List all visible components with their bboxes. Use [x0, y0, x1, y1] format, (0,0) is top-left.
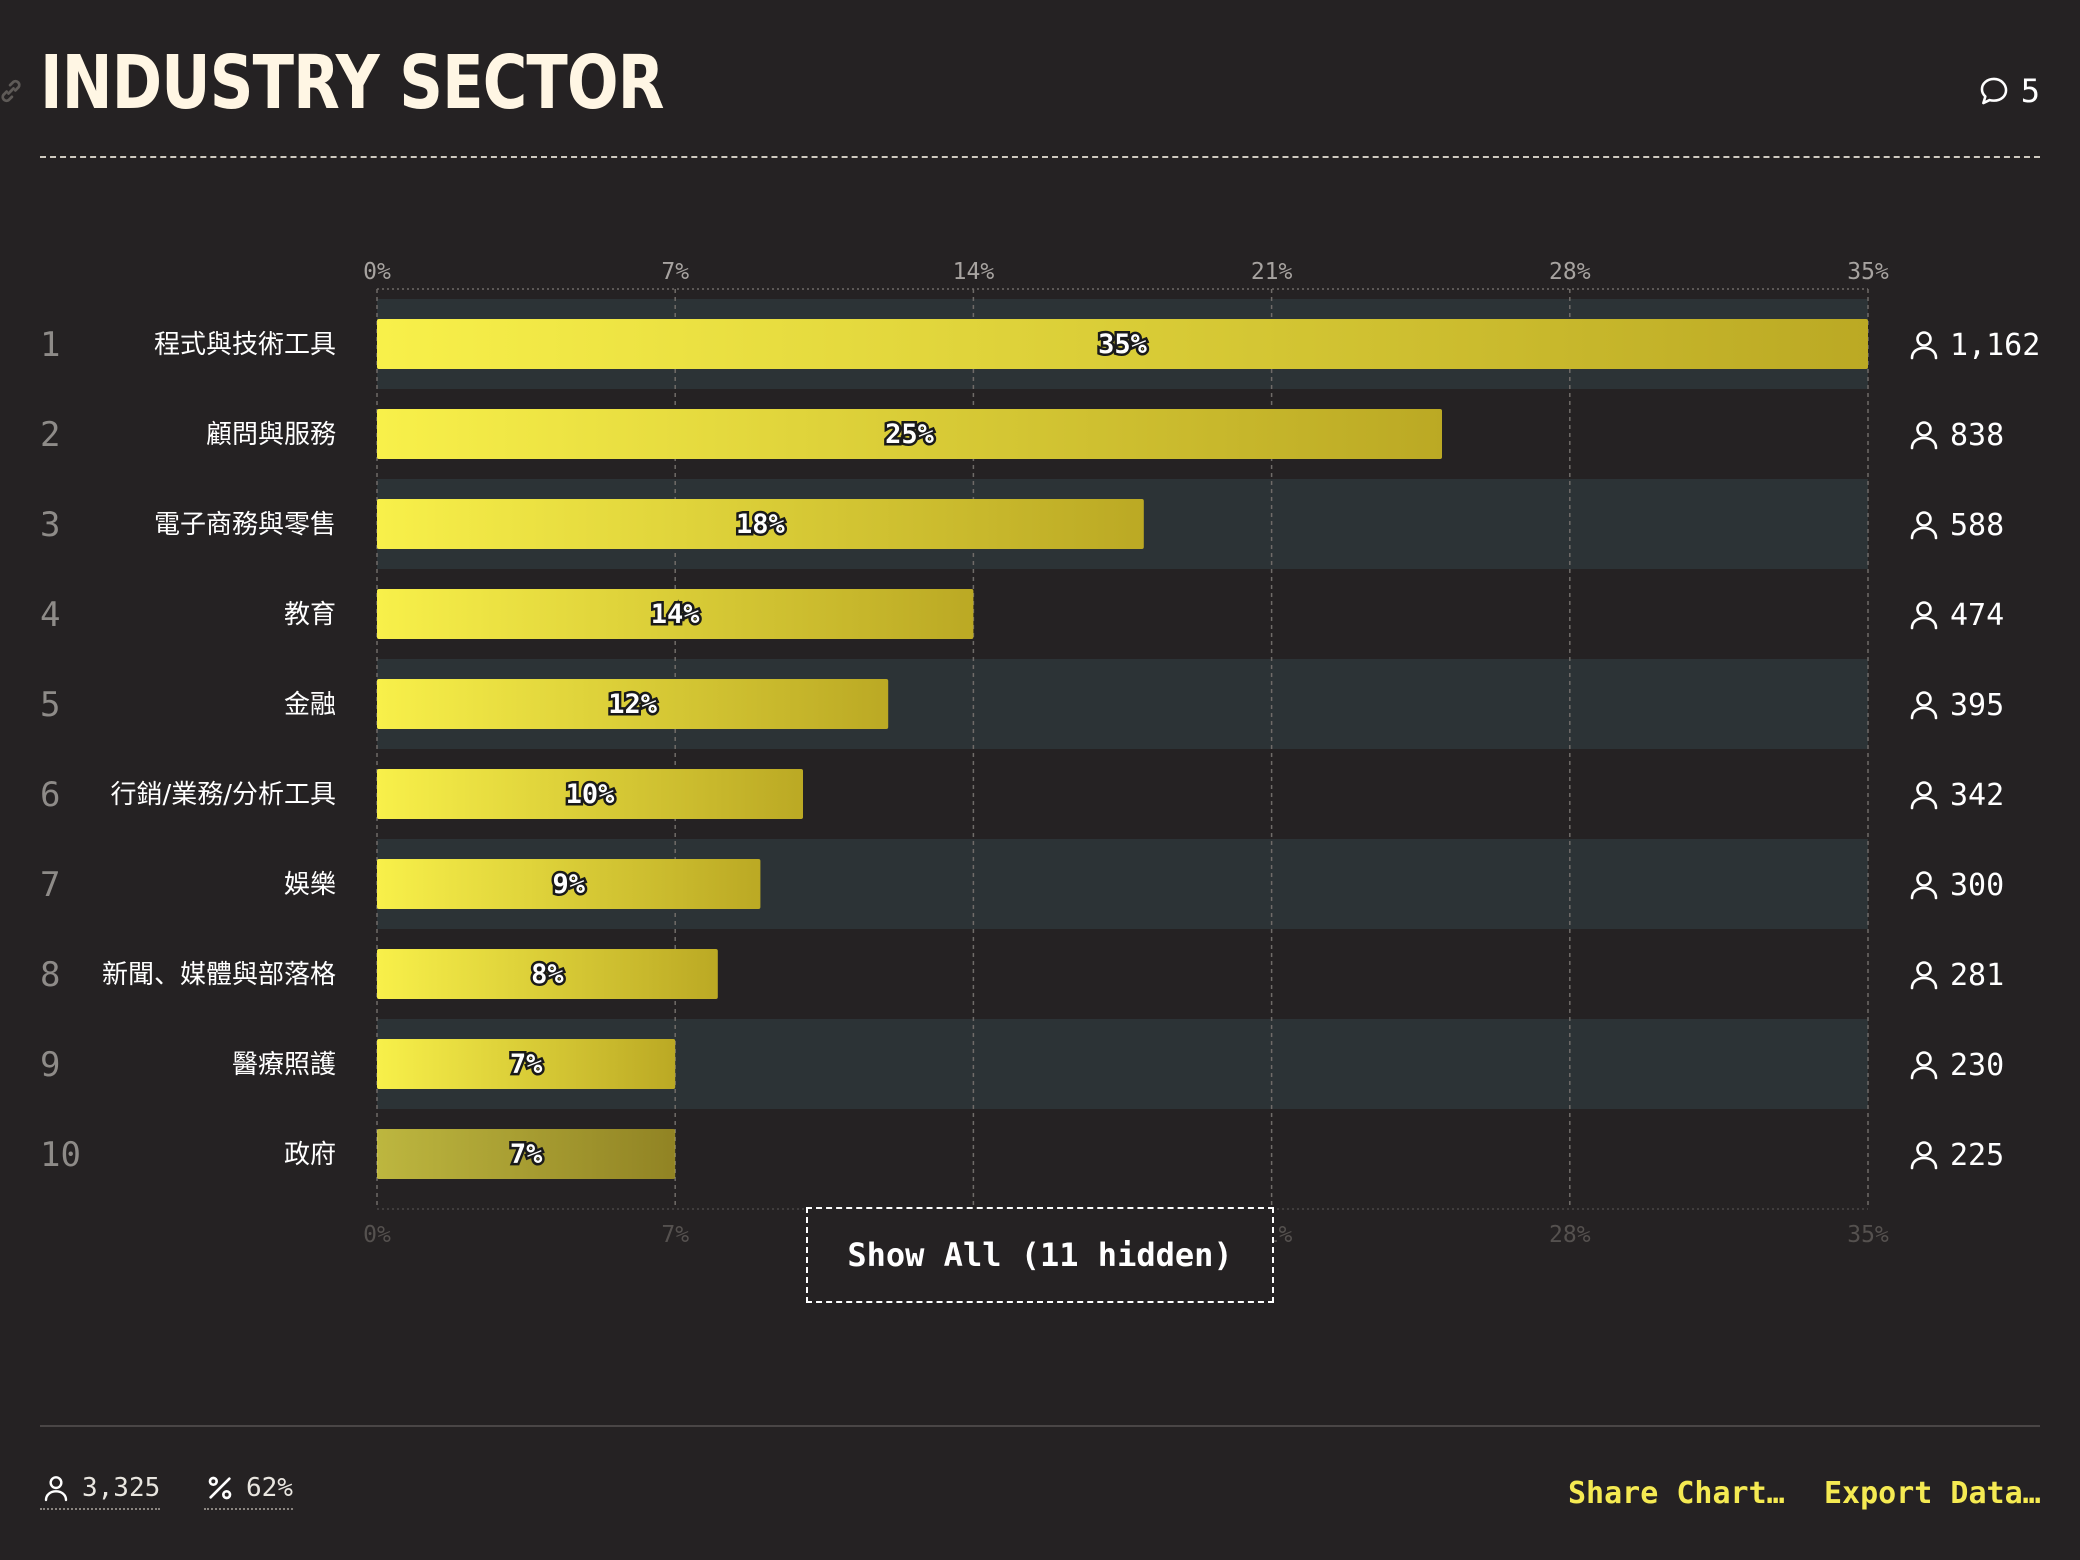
speech-bubble-icon [1980, 77, 2008, 105]
rank-label: 3 [40, 505, 60, 545]
percent-icon [208, 1476, 232, 1500]
respondent-count: 342 [1950, 778, 2004, 813]
person-icon [1910, 691, 1938, 720]
x-tick-label: 35% [1847, 259, 1889, 285]
category-label: 行銷/業務/分析工具 [110, 780, 336, 810]
share-chart-link[interactable]: Share Chart… [1568, 1476, 1785, 1511]
respondent-count: 1,162 [1950, 328, 2040, 363]
bar-chart: 0%0%7%7%14%14%21%21%28%28%35%35%1程式與技術工具… [40, 259, 2040, 1248]
person-icon [44, 1476, 68, 1502]
rank-label: 1 [40, 325, 60, 365]
bar [377, 1039, 676, 1089]
bar [377, 319, 1868, 369]
respondent-count: 838 [1950, 418, 2004, 453]
category-label: 醫療照護 [232, 1050, 336, 1080]
category-label: 政府 [284, 1140, 336, 1170]
rank-label: 4 [40, 595, 60, 635]
bar [377, 499, 1144, 549]
rank-label: 6 [40, 775, 60, 815]
header-divider [40, 156, 2040, 158]
footer-divider [40, 1425, 2040, 1427]
x-tick-label-bottom: 35% [1847, 1222, 1889, 1248]
bar [377, 589, 974, 639]
percent-value: 62% [246, 1473, 293, 1503]
person-icon [1910, 871, 1938, 900]
person-icon [1910, 781, 1938, 810]
category-label: 顧問與服務 [206, 420, 336, 450]
x-tick-label-bottom: 0% [363, 1222, 391, 1248]
respondent-count: 588 [1950, 508, 2004, 543]
rank-label: 10 [40, 1135, 81, 1175]
x-tick-label: 21% [1251, 259, 1293, 285]
bar [377, 949, 718, 999]
respondents-count: 3,325 [82, 1473, 161, 1503]
bar-value-label: 14% [651, 599, 701, 630]
category-label: 娛樂 [284, 870, 336, 900]
category-label: 金融 [284, 690, 336, 720]
category-label: 教育 [284, 600, 336, 630]
bar-value-label: 10% [566, 779, 616, 810]
respondents-stat[interactable]: 3,325 [40, 1472, 161, 1510]
bar-value-label: 7% [510, 1139, 543, 1170]
rank-label: 9 [40, 1045, 60, 1085]
respondent-count: 395 [1950, 688, 2004, 723]
person-icon [1910, 511, 1938, 540]
comments-button[interactable]: 5 [1977, 72, 2040, 110]
person-icon [1910, 331, 1938, 360]
export-data-link[interactable]: Export Data… [1824, 1476, 2041, 1511]
x-tick-label: 7% [661, 259, 689, 285]
x-tick-label: 28% [1549, 259, 1591, 285]
person-icon [1910, 1051, 1938, 1080]
bar-value-label: 8% [531, 959, 564, 990]
percent-stat[interactable]: 62% [204, 1472, 293, 1510]
rank-label: 2 [40, 415, 60, 455]
category-label: 電子商務與零售 [154, 510, 336, 540]
rank-label: 7 [40, 865, 60, 905]
category-label: 新聞、媒體與部落格 [102, 960, 336, 990]
bar [377, 1129, 676, 1179]
x-tick-label-bottom: 28% [1549, 1222, 1591, 1248]
bar-value-label: 7% [510, 1049, 543, 1080]
chart-header: INDUSTRY SECTOR 5 [1, 40, 2040, 160]
bar-value-label: 25% [885, 419, 935, 450]
respondent-count: 230 [1950, 1048, 2004, 1083]
x-tick-label-bottom: 7% [661, 1222, 689, 1248]
show-all-button[interactable]: Show All (11 hidden) [806, 1207, 1274, 1303]
person-icon [1910, 961, 1938, 990]
rank-label: 5 [40, 685, 60, 725]
person-icon [1910, 421, 1938, 450]
link-icon[interactable] [0, 76, 26, 106]
person-icon [1910, 1141, 1938, 1170]
bar-value-label: 9% [552, 869, 585, 900]
person-icon [1910, 601, 1938, 630]
x-tick-label: 0% [363, 259, 391, 285]
rank-label: 8 [40, 955, 60, 995]
category-label: 程式與技術工具 [154, 330, 336, 360]
respondent-count: 474 [1950, 598, 2004, 633]
x-tick-label: 14% [953, 259, 995, 285]
bar [377, 769, 803, 819]
respondent-count: 225 [1950, 1138, 2004, 1173]
bar [377, 409, 1442, 459]
page-title: INDUSTRY SECTOR [40, 40, 664, 126]
respondent-count: 300 [1950, 868, 2004, 903]
comment-count: 5 [2020, 72, 2040, 110]
bar [377, 679, 889, 729]
bar-value-label: 18% [736, 509, 786, 540]
bar-value-label: 12% [608, 689, 658, 720]
bar [377, 859, 761, 909]
respondent-count: 281 [1950, 958, 2004, 993]
bar-value-label: 35% [1098, 329, 1148, 360]
